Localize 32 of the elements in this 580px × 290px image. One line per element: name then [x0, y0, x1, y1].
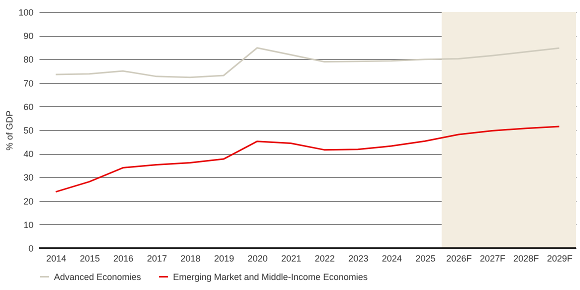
x-tick-label: 2022 — [314, 254, 335, 264]
y-tick-label: 60 — [23, 102, 34, 112]
x-tick-label: 2023 — [348, 254, 368, 264]
line-series — [55, 126, 560, 193]
y-tick-label: 80 — [23, 54, 34, 65]
y-tick-label: 90 — [23, 31, 34, 42]
y-tick-label: 0 — [28, 244, 34, 254]
x-tick-label: 2017 — [146, 254, 167, 264]
y-tick-label: 30 — [23, 172, 34, 183]
x-tick-label: 2028F — [513, 254, 540, 264]
y-tick-label: 100 — [18, 8, 34, 18]
line-series — [55, 47, 560, 78]
x-tick-label: 2029F — [546, 254, 573, 264]
x-tick-label: 2020 — [248, 254, 268, 264]
y-axis-title: % of GDP — [4, 110, 14, 151]
y-tick-label: 10 — [23, 220, 34, 230]
x-tick-label: 2014 — [46, 254, 66, 264]
x-tick-label: 2024 — [382, 254, 402, 264]
y-tick-label: 40 — [23, 149, 34, 160]
x-tick-label: 2018 — [180, 254, 201, 264]
x-tick-label: 2016 — [113, 254, 134, 264]
y-tick-label: 20 — [23, 196, 34, 206]
x-tick-label: 2015 — [80, 254, 100, 264]
legend-label: Emerging Market and Middle-Income Economies — [173, 272, 368, 282]
x-tick-label: 2021 — [281, 254, 302, 264]
x-tick-label: 2027F — [480, 254, 506, 264]
x-tick-label: 2025 — [415, 254, 436, 264]
x-tick-label: 2026F — [446, 254, 472, 264]
y-tick-label: 70 — [23, 78, 34, 88]
legend-label: Advanced Economies — [54, 272, 142, 282]
y-tick-label: 50 — [23, 126, 34, 136]
x-tick-label: 2019 — [214, 254, 234, 264]
